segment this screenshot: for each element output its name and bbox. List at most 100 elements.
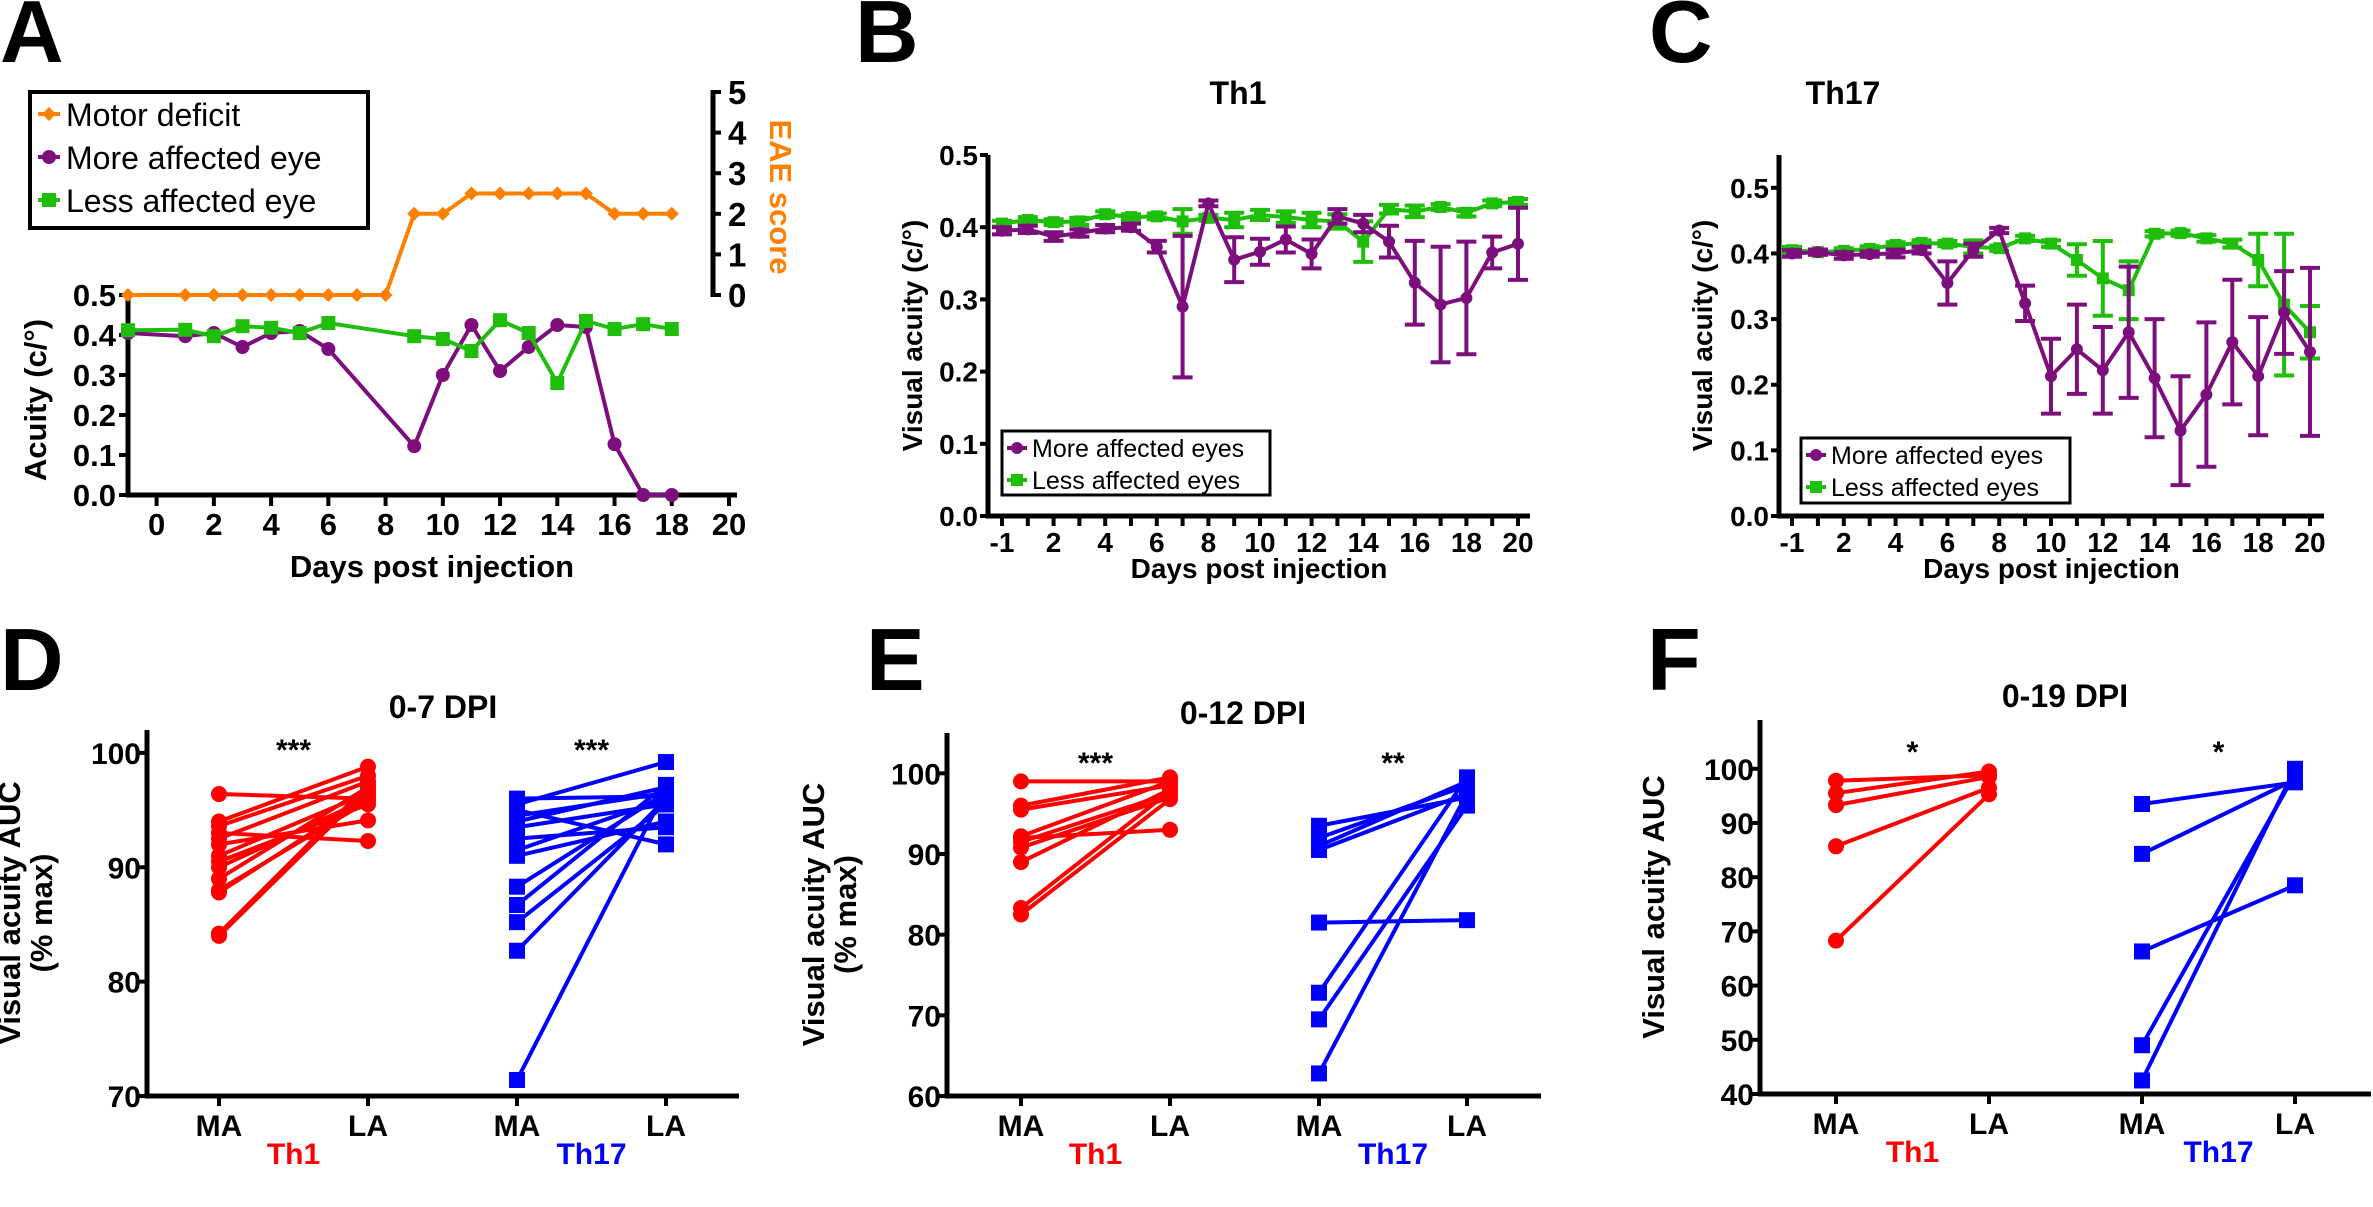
data-point	[321, 342, 336, 356]
y-tick-label: 100	[91, 738, 141, 771]
data-point	[2226, 336, 2239, 349]
data-point	[1176, 215, 1189, 228]
x-axis-label: Days post injection	[290, 549, 574, 584]
x-tick-label: 8	[377, 507, 394, 542]
legend-label: Less affected eyes	[1032, 467, 1240, 495]
data-point	[121, 323, 135, 338]
data-point	[121, 288, 135, 302]
data-point	[1512, 195, 1524, 208]
data-point	[1993, 224, 2006, 237]
x-tick-label: 10	[1244, 527, 1275, 558]
pair-line	[515, 797, 668, 953]
data-point	[292, 288, 307, 302]
data-point-ma	[2134, 1037, 2150, 1054]
y-tick-label: 100	[891, 758, 941, 791]
data-point	[1460, 206, 1473, 219]
data-point-ma	[509, 942, 525, 959]
y-tick-label: 70	[908, 1000, 941, 1033]
x-tick-label: LA	[2275, 1108, 2315, 1141]
pair-line	[2141, 883, 2296, 954]
data-point-ma	[211, 859, 227, 876]
legend-marker	[1011, 442, 1023, 454]
x-tick-label: LA	[348, 1110, 388, 1143]
data-point	[2096, 364, 2109, 377]
x-tick-label: 12	[483, 507, 517, 542]
data-point	[1176, 300, 1189, 313]
data-point	[664, 488, 679, 502]
panel-d-chart: 70 80 90 100 MA LA MA LA 0-7 DPI Visual acuity AU…	[0, 689, 739, 1171]
y-tick-label: 0.1	[1730, 435, 1769, 466]
data-point	[2252, 254, 2265, 267]
y-tick-label: 70	[108, 1081, 141, 1114]
y-axis-label: Acuity (c/°)	[18, 319, 53, 481]
y-tick-label: 0.0	[73, 478, 116, 513]
y-tick-label: 0.2	[73, 398, 116, 433]
legend: More affected eyes Less affected eyes	[1000, 429, 1272, 497]
data-point	[1228, 213, 1241, 226]
x-tick-label: -1	[1780, 527, 1805, 558]
data-point	[235, 288, 250, 302]
data-point	[1228, 253, 1241, 266]
x-tick-label: 8	[1991, 527, 2007, 558]
data-point	[2070, 254, 2083, 267]
x-axis-label: Days post injection	[1131, 553, 1388, 584]
data-point	[493, 313, 508, 328]
data-point	[407, 439, 422, 454]
y-axis-label: Visual acuity (c/°)	[897, 220, 928, 452]
chart-title: 0-19 DPI	[2002, 678, 2128, 714]
panel-label-e: E	[866, 610, 925, 709]
data-point	[1047, 230, 1060, 243]
data-point-ma	[1311, 1065, 1327, 1082]
x-tick-label: 18	[1451, 527, 1482, 558]
legend-box	[1000, 429, 1272, 497]
data-point	[2045, 237, 2057, 250]
y-tick-label: 0.2	[939, 357, 978, 388]
data-point	[521, 186, 536, 201]
data-point-ma	[1013, 854, 1029, 871]
data-point-la	[1981, 786, 1997, 803]
data-point	[636, 206, 651, 221]
x-tick-label: LA	[646, 1110, 686, 1143]
data-point	[521, 340, 536, 354]
data-point	[1408, 276, 1421, 289]
data-point	[550, 376, 565, 390]
x-tick-label: 12	[1296, 527, 1327, 558]
data-point	[2148, 372, 2161, 385]
x-tick-label: 20	[712, 507, 746, 542]
data-point	[1486, 246, 1499, 259]
data-point	[2070, 343, 2083, 356]
data-point	[264, 288, 279, 302]
group-label: Th17	[1358, 1138, 1428, 1171]
data-point	[1434, 200, 1447, 213]
data-point-la	[658, 813, 674, 830]
pair-line	[217, 783, 370, 936]
data-point-ma	[2134, 796, 2150, 813]
x-tick-label: MA	[494, 1110, 541, 1143]
pair-line	[1835, 774, 1990, 808]
y-tick-label: 0.0	[1730, 501, 1769, 532]
legend-marker	[42, 107, 56, 121]
data-point	[2252, 370, 2265, 383]
series-less-affected-eye	[121, 313, 679, 390]
paired-subject	[1311, 912, 1475, 931]
data-point-la	[2287, 877, 2303, 894]
data-point-ma	[2134, 1072, 2150, 1089]
data-point	[1125, 221, 1137, 234]
data-point-ma	[211, 870, 227, 887]
data-point-ma	[1311, 817, 1327, 834]
data-point	[1408, 205, 1421, 218]
series-more-affected-eyes	[992, 197, 1528, 380]
data-point	[1279, 211, 1292, 224]
data-point	[264, 320, 279, 335]
x-tick-label: 14	[1348, 527, 1380, 558]
significance-stars: **	[1381, 747, 1405, 780]
x-tick-label: 2	[205, 507, 222, 542]
data-point-la	[360, 776, 376, 793]
pair-line	[1020, 775, 1171, 808]
paired-subject	[2134, 760, 2303, 1089]
data-point-ma	[1013, 906, 1029, 923]
pair-line	[515, 788, 668, 1081]
data-point-ma	[509, 914, 525, 931]
y-tick-label: 0.0	[939, 501, 978, 532]
x-tick-label: 14	[540, 507, 575, 542]
